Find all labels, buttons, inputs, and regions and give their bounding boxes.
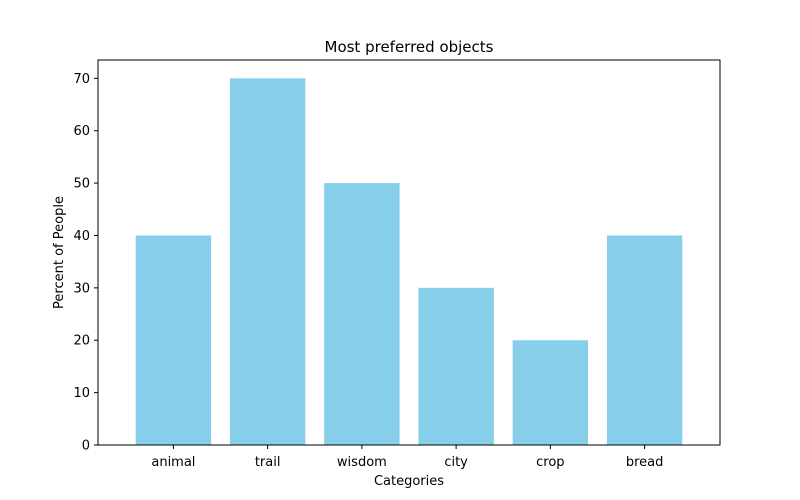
x-axis-ticks: animal trail wisdom city crop bread: [151, 445, 663, 470]
bar-animal: [135, 235, 212, 445]
y-tick-label: 20: [73, 334, 90, 349]
y-tick-label: 10: [73, 386, 90, 401]
y-tick-label: 50: [73, 177, 90, 192]
y-axis-ticks: 0 10 20 30 40 50 60 70: [73, 72, 98, 454]
chart-title: Most preferred objects: [325, 38, 494, 56]
x-tick-label: trail: [255, 455, 281, 470]
bar-trail: [229, 78, 306, 445]
bar-wisdom: [324, 183, 400, 445]
bar-city: [418, 287, 494, 445]
y-tick-label: 40: [73, 229, 90, 244]
bar-bread: [606, 235, 683, 445]
y-tick-label: 30: [73, 281, 90, 296]
x-tick-label: crop: [536, 455, 564, 470]
x-tick-label: city: [444, 455, 468, 470]
y-tick-label: 70: [73, 72, 90, 87]
y-tick-label: 0: [82, 439, 90, 454]
y-axis-label: Percent of People: [52, 196, 67, 309]
y-tick-label: 60: [73, 124, 90, 139]
bars-layer: [135, 78, 683, 445]
bar-crop: [512, 340, 589, 445]
x-axis-label: Categories: [374, 474, 444, 489]
plot-frame: [97, 59, 721, 446]
x-tick-label: bread: [626, 455, 664, 470]
x-tick-label: wisdom: [337, 455, 387, 470]
x-tick-label: animal: [151, 455, 195, 470]
